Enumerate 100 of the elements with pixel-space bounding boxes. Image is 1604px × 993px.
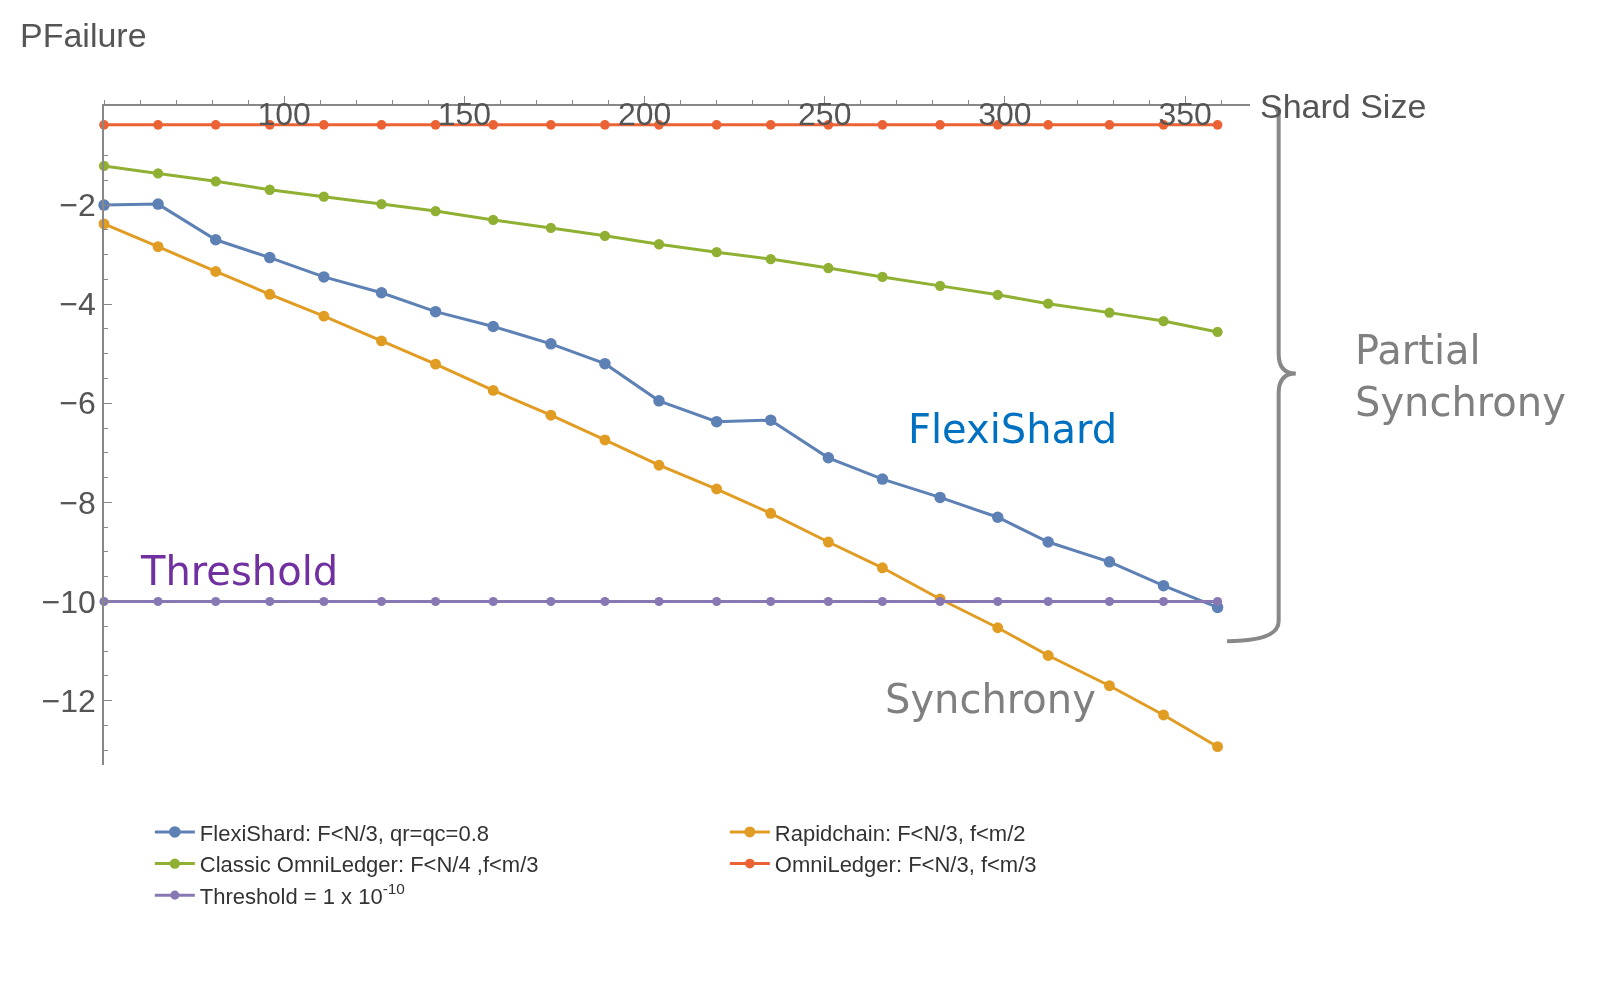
point — [876, 473, 889, 485]
point — [600, 119, 610, 130]
point — [712, 596, 722, 607]
point — [264, 251, 276, 264]
point — [992, 622, 1004, 634]
point — [710, 415, 723, 428]
point — [546, 596, 556, 607]
y-tick-label: −2 — [59, 187, 96, 224]
point — [210, 266, 222, 277]
point — [152, 241, 164, 253]
annotation: FlexiShard — [908, 406, 1118, 452]
point — [653, 239, 665, 250]
point — [653, 459, 665, 471]
point — [992, 511, 1004, 523]
x-tick-label: 150 — [437, 95, 492, 132]
point — [318, 191, 329, 202]
point — [210, 176, 221, 187]
point — [376, 335, 387, 347]
point — [152, 198, 164, 210]
point — [1104, 680, 1115, 692]
point — [1043, 298, 1054, 309]
point — [1043, 119, 1054, 130]
point — [765, 507, 777, 519]
point — [711, 119, 722, 130]
legend-label: OmniLedger: F<N/3, f<m/3 — [774, 852, 1037, 878]
point — [264, 184, 275, 195]
x-tick-label: 100 — [257, 95, 311, 132]
legend-label: Classic OmniLedger: F<N/4 ,f<m/3 — [199, 852, 539, 878]
point — [711, 483, 723, 495]
x-tick-label: 350 — [1158, 95, 1212, 132]
point — [766, 596, 776, 607]
point — [934, 491, 946, 504]
point — [1158, 709, 1169, 721]
point — [934, 280, 946, 292]
point — [210, 119, 221, 130]
point — [877, 119, 888, 130]
y-tick-label: −10 — [41, 583, 96, 620]
point — [822, 452, 835, 464]
point — [1042, 536, 1054, 548]
point — [319, 596, 329, 607]
point — [711, 247, 722, 258]
point — [376, 596, 387, 607]
point — [546, 119, 556, 130]
point — [209, 234, 222, 246]
point — [765, 119, 776, 130]
point — [1104, 119, 1115, 130]
point — [153, 119, 163, 130]
point — [877, 271, 888, 283]
point — [318, 271, 330, 283]
point — [1213, 596, 1223, 607]
point — [877, 596, 887, 607]
point — [488, 214, 499, 226]
point — [318, 310, 330, 322]
point — [935, 119, 945, 130]
point — [764, 414, 777, 426]
x-tick-label: 200 — [617, 95, 672, 132]
point — [545, 222, 557, 234]
point — [265, 596, 275, 607]
point — [599, 230, 611, 241]
annotation: Synchrony — [885, 676, 1096, 722]
point — [431, 596, 441, 607]
point — [430, 205, 441, 217]
point — [1042, 650, 1054, 661]
point — [211, 596, 221, 607]
point — [599, 434, 611, 446]
x-tick-label: 300 — [978, 95, 1032, 132]
point — [1158, 596, 1169, 607]
point — [1212, 119, 1223, 130]
point — [1043, 596, 1053, 607]
point — [488, 596, 498, 607]
x-tick-label: 250 — [798, 95, 852, 132]
point — [1157, 579, 1170, 592]
point — [376, 198, 387, 210]
y-tick-label: −8 — [59, 484, 96, 521]
y-tick-label: −4 — [59, 286, 96, 323]
y-axis-title: PFailure — [20, 16, 147, 54]
point — [318, 119, 329, 130]
point — [765, 253, 776, 265]
y-tick-label: −6 — [59, 385, 96, 422]
point — [1104, 307, 1115, 318]
point — [487, 384, 499, 396]
point — [545, 409, 557, 421]
point — [992, 289, 1003, 300]
point — [430, 119, 441, 130]
point — [654, 596, 664, 607]
point — [1212, 741, 1224, 753]
legend-label: Threshold = 1 x 10$^{-10}$ — [199, 880, 405, 909]
point — [429, 305, 442, 318]
annotation: Threshold — [140, 548, 339, 594]
x-axis-title: Shard Size — [1260, 87, 1427, 125]
point — [430, 358, 441, 370]
point — [487, 320, 499, 333]
point — [876, 562, 888, 574]
point — [653, 395, 665, 407]
text: Partial Synchrony — [1355, 327, 1566, 425]
point — [153, 596, 163, 607]
point — [375, 287, 388, 299]
point — [599, 357, 611, 370]
point — [600, 596, 610, 607]
point — [823, 262, 834, 274]
